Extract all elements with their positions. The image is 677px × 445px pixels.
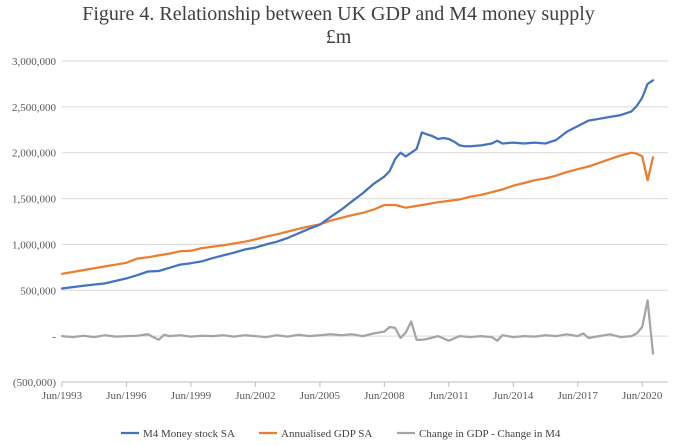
gridlines: [62, 60, 668, 383]
x-tick-label: Jun/2014: [493, 390, 534, 402]
y-tick-label: 2,500,000: [12, 102, 57, 114]
y-tick-label: 1,500,000: [12, 194, 57, 206]
series-line-1: [60, 151, 655, 275]
y-tick-label: 3,000,000: [12, 56, 57, 68]
series-lines: [60, 79, 655, 355]
y-axis: (500,000) - 500,000 1,000,000 1,500,000 2,000…: [12, 56, 57, 389]
x-tick-label: Jun/1999: [171, 390, 212, 402]
x-tick-label: Jun/1996: [106, 390, 147, 402]
y-tick-label: 500,000: [20, 285, 56, 297]
x-tick-label: Jun/1993: [42, 390, 83, 402]
x-tick-label: Jun/2011: [429, 390, 469, 402]
legend-label: Change in GDP - Change in M4: [419, 428, 561, 440]
y-tick-label: 1,000,000: [12, 239, 57, 251]
x-tick-label: Jun/2008: [364, 390, 405, 402]
legend: M4 Money stock SA Annualised GDP SA Change…: [121, 428, 561, 440]
y-tick-label: -: [52, 331, 56, 343]
legend-label: M4 Money stock SA: [143, 428, 235, 440]
chart-title: Figure 4. Relationship between UK GDP an…: [82, 3, 595, 25]
y-tick-label: 2,000,000: [12, 148, 57, 160]
chart-subtitle: £m: [325, 26, 352, 48]
x-tick-label: Jun/2002: [235, 390, 275, 402]
x-tick-label: Jun/2017: [558, 390, 599, 402]
series-line-0: [60, 79, 655, 290]
x-tick-label: Jun/2020: [622, 390, 663, 402]
x-axis: Jun/1993 Jun/1996 Jun/1999 Jun/2002 Jun/2005…: [42, 381, 668, 402]
legend-label: Annualised GDP SA: [281, 428, 372, 440]
x-tick-label: Jun/2005: [300, 390, 341, 402]
series-line-2: [60, 299, 655, 355]
y-tick-label: (500,000): [13, 377, 56, 389]
